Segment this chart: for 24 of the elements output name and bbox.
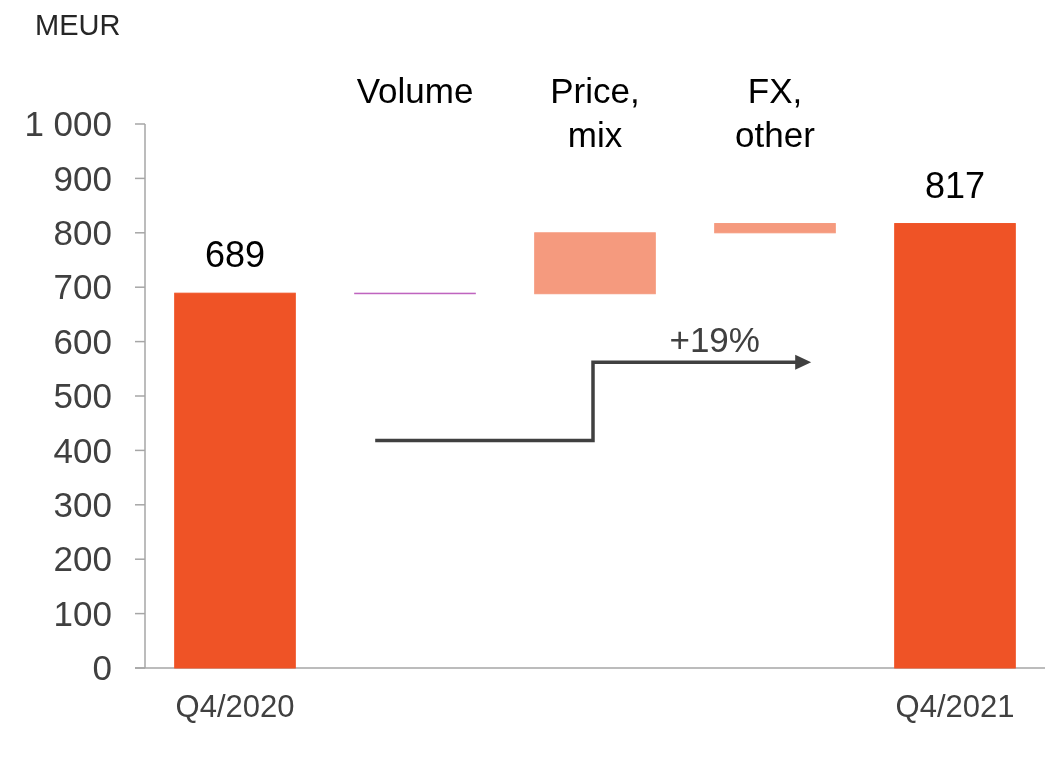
y-tick-label: 1 000 (24, 104, 112, 144)
data-label: 817 (924, 164, 986, 206)
x-tick-label: Volume (356, 71, 474, 110)
y-tick-label: 0 (92, 648, 112, 688)
x-tick-label: Q4/2020 (175, 689, 295, 724)
annotation: +19% (669, 320, 760, 360)
y-tick-label: 400 (53, 430, 112, 470)
y-tick-label: 700 (53, 267, 112, 307)
x-tick-label: Q4/2021 (895, 689, 1015, 724)
data-label: 689 (204, 234, 266, 276)
y-tick-label: 200 (53, 539, 112, 579)
y-tick-label: 500 (53, 376, 112, 416)
y-tick-label: 100 (53, 593, 112, 633)
x-tick-label: FX, other (735, 71, 816, 154)
y-tick-label: 800 (53, 213, 112, 253)
x-tick-label: Price, mix (550, 71, 640, 154)
y-tick-label: 300 (53, 485, 112, 525)
y-axis-title: MEUR (35, 9, 121, 41)
bar (534, 232, 656, 295)
bar (894, 223, 1016, 669)
y-tick-label: 600 (53, 321, 112, 361)
y-tick-label: 900 (53, 158, 112, 198)
bar (714, 223, 836, 234)
bar (174, 292, 296, 669)
